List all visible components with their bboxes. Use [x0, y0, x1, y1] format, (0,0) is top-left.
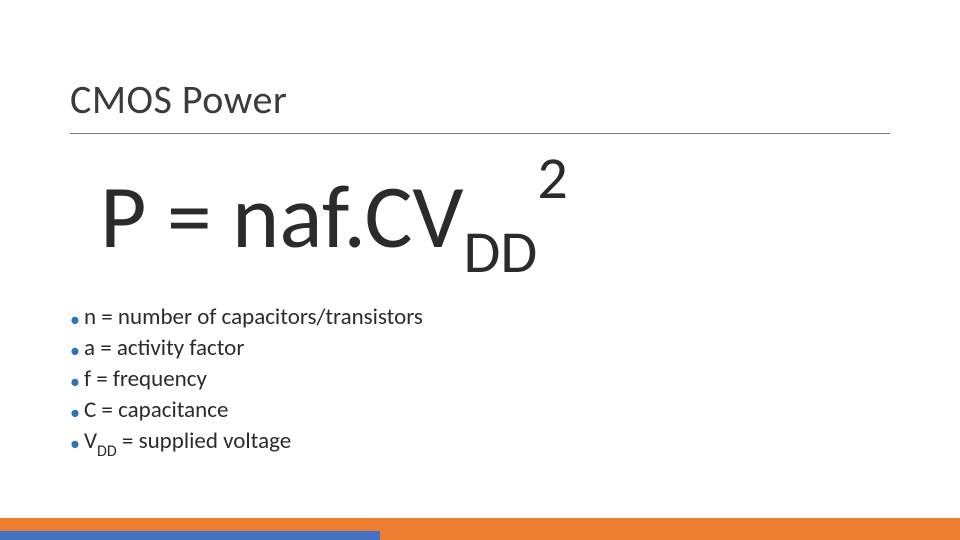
slide-title: CMOS Power: [70, 75, 287, 124]
bullet-term: f: [84, 365, 91, 393]
bullet-item: • a = activity factor: [70, 333, 423, 364]
formula-rhs-main: naf.CV: [232, 162, 463, 272]
bullet-term: n: [84, 303, 96, 331]
bullet-text: C = capacitance: [84, 395, 228, 426]
bullet-term-subscript: DD: [97, 442, 117, 461]
bullet-item: • VDD = supplied voltage: [70, 426, 423, 460]
bullet-def: = supplied voltage: [117, 427, 292, 455]
bullet-dot-icon: •: [70, 341, 80, 361]
bullet-text: VDD = supplied voltage: [84, 426, 291, 460]
bullet-dot-icon: •: [70, 403, 80, 423]
power-formula: P = naf.CVDD2: [100, 160, 568, 283]
bullet-text: f = frequency: [84, 364, 207, 395]
title-block: CMOS Power: [70, 75, 287, 124]
bullet-dot-icon: •: [70, 372, 80, 392]
bullet-dot-icon: •: [70, 310, 80, 330]
bullet-list: • n = number of capacitors/transistors •…: [70, 302, 423, 460]
bullet-def: = number of capacitors/transistors: [96, 303, 423, 331]
bullet-term: C: [84, 396, 96, 424]
bullet-text: a = activity factor: [84, 333, 244, 364]
bullet-def: = capacitance: [96, 396, 228, 424]
footer-blue-stripe: [0, 531, 380, 540]
bullet-text: n = number of capacitors/transistors: [84, 302, 423, 333]
formula-subscript: DD: [464, 216, 538, 289]
footer-bar: [0, 518, 960, 540]
bullet-item: • C = capacitance: [70, 395, 423, 426]
formula-lhs: P: [100, 162, 147, 272]
bullet-dot-icon: •: [70, 434, 80, 454]
bullet-term: a: [84, 334, 95, 362]
bullet-def: = activity factor: [95, 334, 244, 362]
bullet-def: = frequency: [91, 365, 207, 393]
formula-superscript: 2: [537, 142, 567, 215]
formula-eq: =: [147, 162, 233, 272]
bullet-term: V: [84, 427, 97, 455]
slide: CMOS Power P = naf.CVDD2 • n = number of…: [0, 0, 960, 540]
bullet-item: • f = frequency: [70, 364, 423, 395]
title-underline: [70, 133, 890, 134]
bullet-item: • n = number of capacitors/transistors: [70, 302, 423, 333]
